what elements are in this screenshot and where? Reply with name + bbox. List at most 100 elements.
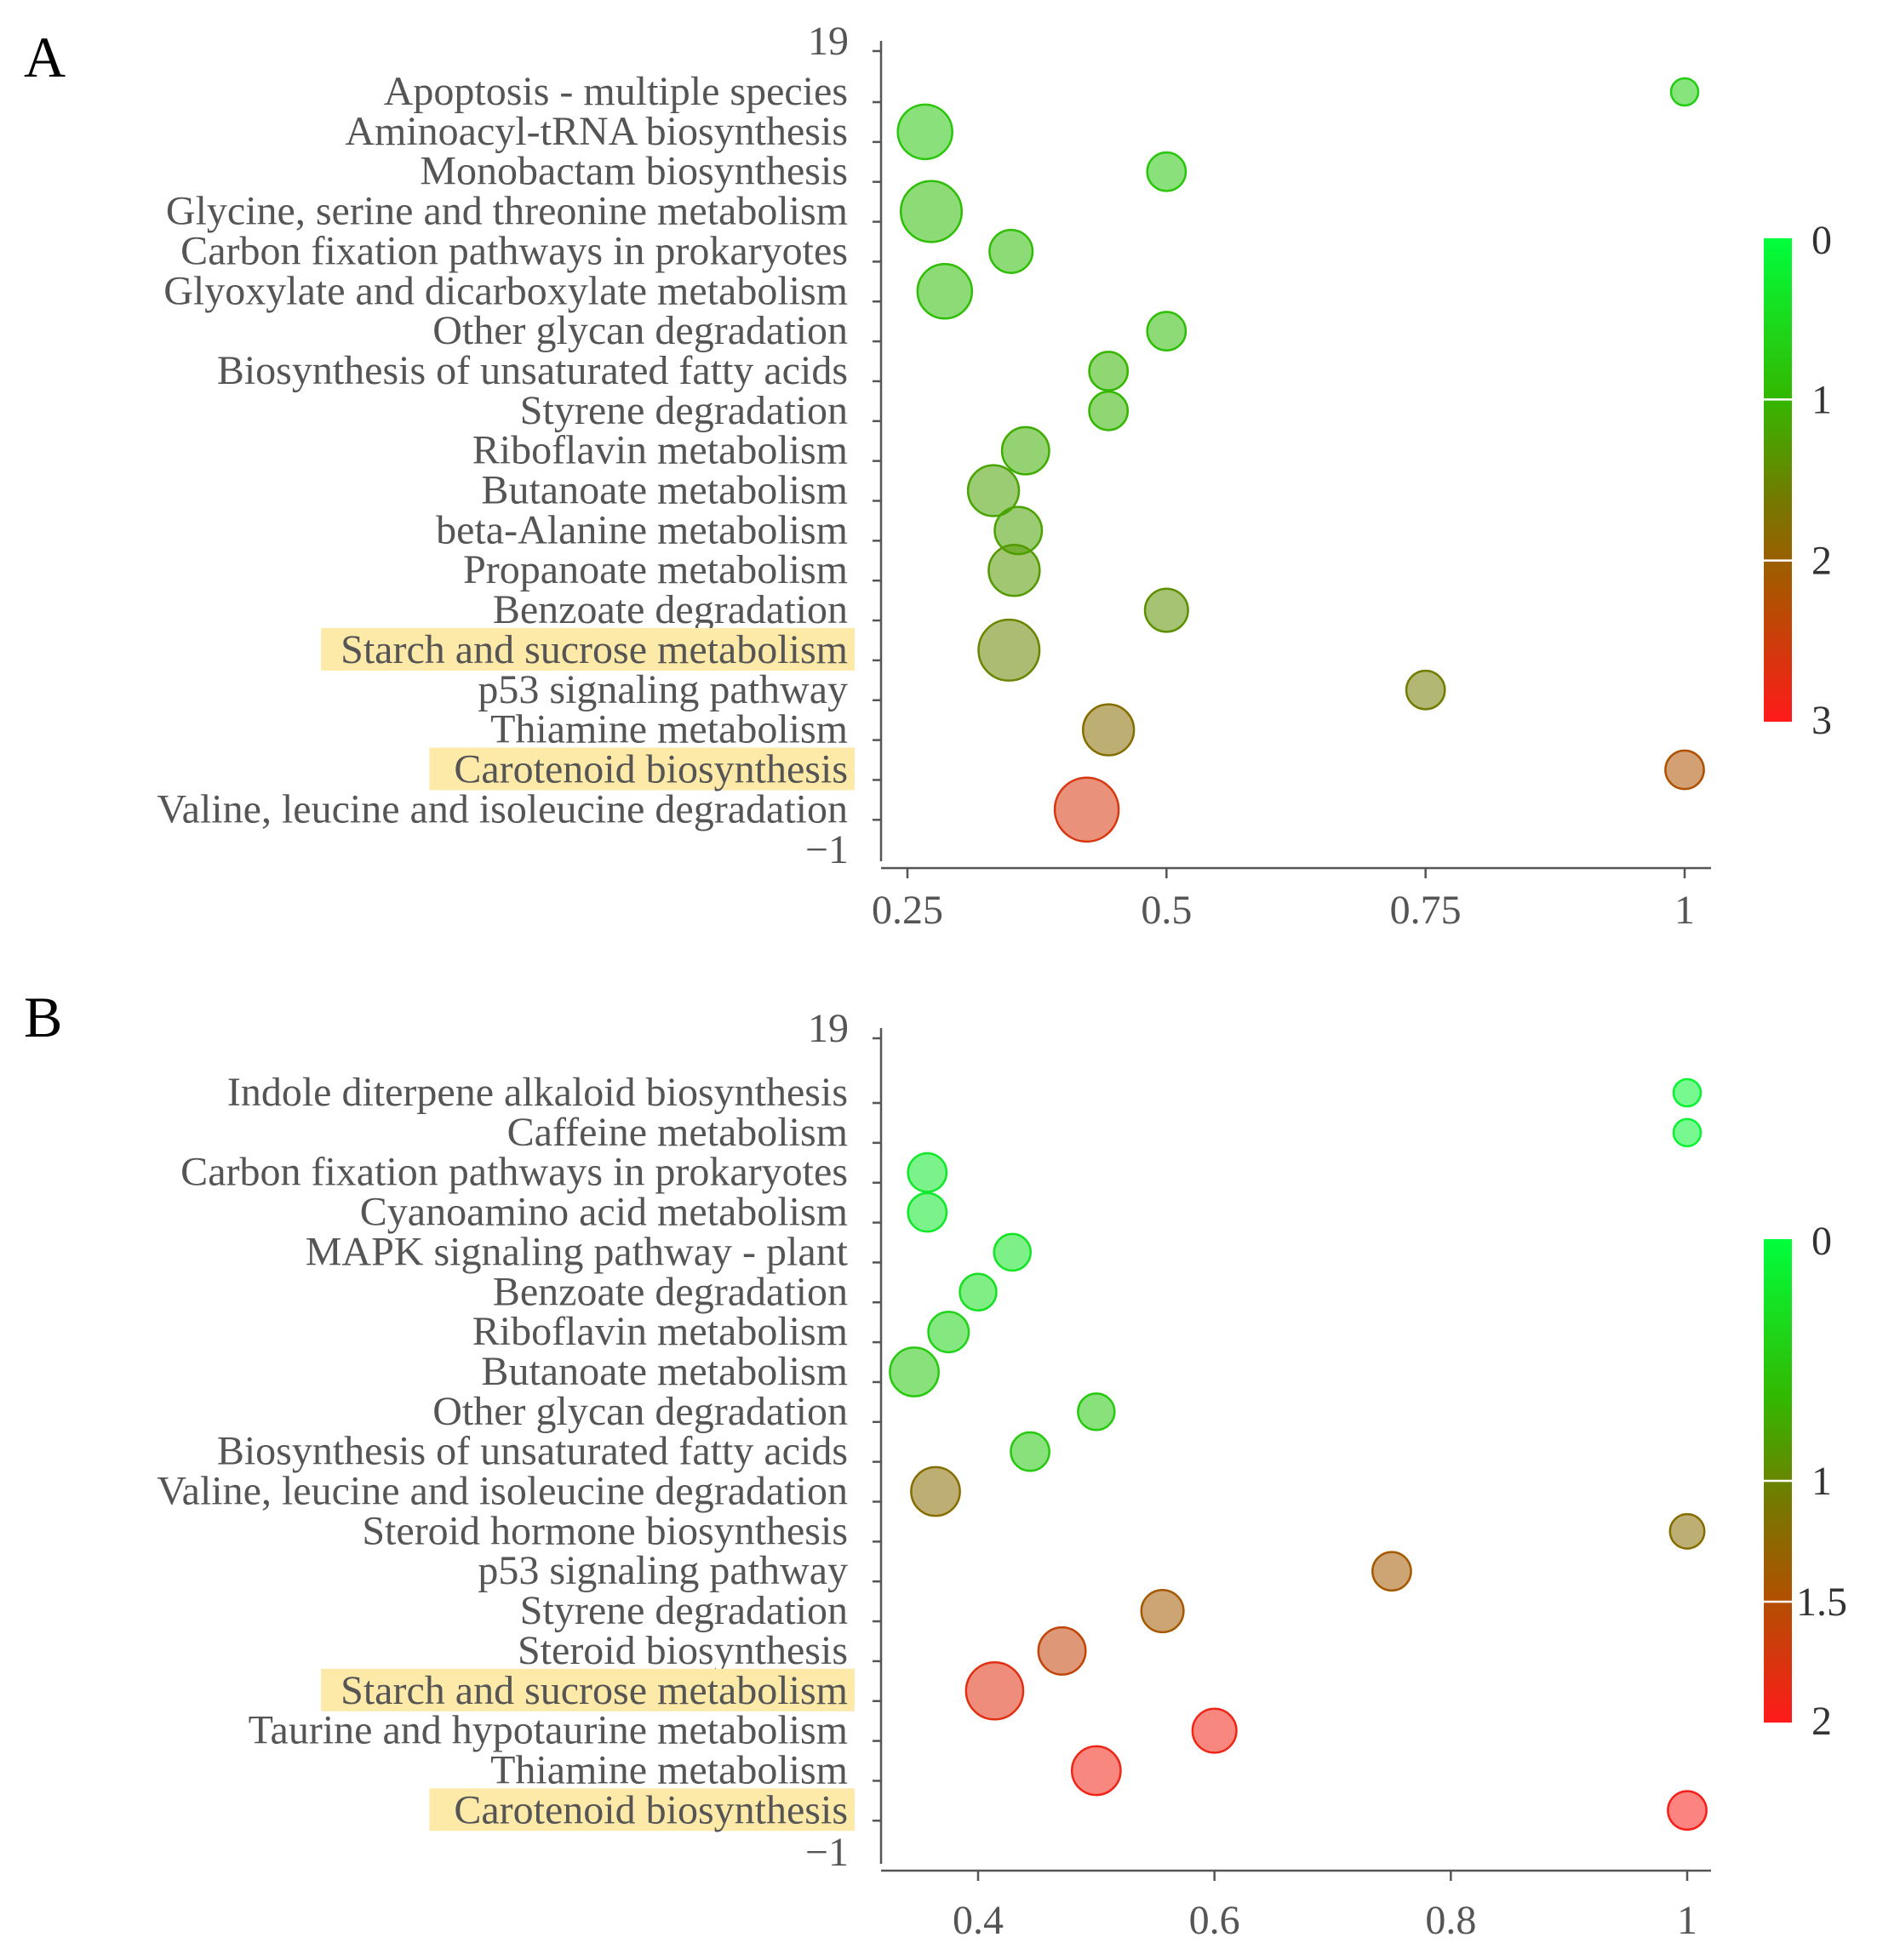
bubble-point — [1672, 1077, 1703, 1108]
category-label: Carbon fixation pathways in prokaryotes — [180, 228, 848, 273]
bubble-point — [1070, 1745, 1122, 1797]
bubble-point — [964, 1660, 1025, 1721]
bubble-point — [1146, 311, 1188, 351]
bubble-point — [1081, 703, 1136, 757]
category-label: Aminoacyl-tRNA biosynthesis — [345, 109, 848, 154]
bubble-point — [1000, 426, 1050, 476]
category-label: Riboflavin metabolism — [472, 428, 848, 473]
bubble-point — [1088, 351, 1130, 391]
category-label: beta-Alanine metabolism — [436, 507, 848, 552]
category-label: Other glycan degradation — [432, 308, 848, 353]
bubble-point — [1405, 669, 1446, 711]
colorbar-tick-label: 3 — [1811, 698, 1832, 743]
y-tick-label-top: 19 — [808, 19, 849, 64]
category-label: Monobactam biosynthesis — [420, 149, 848, 194]
category-label: Carotenoid biosynthesis — [454, 746, 848, 791]
bubble-point — [907, 1191, 948, 1233]
category-label: Valine, leucine and isoleucine degradati… — [157, 786, 848, 831]
bubble-point — [1191, 1707, 1238, 1754]
category-label: Butanoate metabolism — [481, 1349, 848, 1394]
bubble-point — [1672, 1117, 1703, 1148]
bubble-point — [1669, 77, 1700, 107]
category-label: Benzoate degradation — [493, 587, 848, 632]
x-tick-label: 1 — [1677, 1898, 1697, 1943]
x-tick-label: 1 — [1674, 888, 1695, 933]
category-label: Styrene degradation — [520, 1588, 848, 1633]
category-label: Steroid hormone biosynthesis — [362, 1508, 848, 1553]
bubble-point — [1371, 1551, 1412, 1592]
bubble-point — [977, 618, 1041, 682]
bubble-point — [1037, 1626, 1087, 1676]
x-tick-label: 0.75 — [1390, 888, 1462, 933]
highlight-box — [321, 627, 855, 671]
highlight-box — [429, 747, 855, 791]
highlight-box — [429, 1788, 855, 1831]
bubble-point — [1667, 1790, 1708, 1831]
bubble-point — [959, 1272, 998, 1311]
bubble-point — [927, 1311, 970, 1354]
bubble-point — [1668, 1512, 1706, 1550]
bubble-point — [1664, 749, 1705, 791]
category-label: Propanoate metabolism — [463, 547, 848, 592]
category-label: Biosynthesis of unsaturated fatty acids — [217, 348, 848, 393]
panel-b-chart: B 19 −1 Indole diterpene alkaloid biosynthe… — [24, 985, 1847, 1943]
category-label: Glycine, serine and threonine metabolism — [166, 189, 848, 234]
y-tick-label-top: 19 — [808, 1006, 849, 1051]
x-tick-label: 0.25 — [872, 888, 943, 933]
bubble-point — [899, 180, 964, 243]
bubble-point — [1053, 776, 1120, 843]
category-label: MAPK signaling pathway - plant — [306, 1229, 849, 1274]
category-label: p53 signaling pathway — [478, 667, 848, 712]
colorbar-tick-label: 1.5 — [1796, 1580, 1847, 1625]
bubble-point — [1143, 587, 1189, 633]
bubble-point — [916, 263, 974, 320]
panel-a-chart: A 19 −1 Apoptosis - multiple speciesAminoac… — [24, 19, 1832, 933]
bubble-point — [966, 464, 1021, 517]
category-label: Apoptosis - multiple species — [384, 69, 848, 114]
category-label: Taurine and hypotaurine metabolism — [249, 1708, 848, 1753]
x-tick-label: 0.8 — [1425, 1898, 1476, 1943]
category-label: Butanoate metabolism — [481, 468, 848, 513]
category-label: Thiamine metabolism — [490, 1747, 848, 1792]
bubble-point — [988, 228, 1034, 274]
category-label: Caffeine metabolism — [507, 1110, 848, 1155]
category-label: Glyoxylate and dicarboxylate metabolism — [163, 268, 848, 313]
colorbar-tick-label: 0 — [1811, 218, 1832, 263]
colorbar-tick-label: 2 — [1811, 1699, 1832, 1744]
bubble-point — [907, 1151, 948, 1193]
category-label: Starch and sucrose metabolism — [341, 627, 848, 672]
highlight-box — [321, 1668, 855, 1711]
colorbar-tick-label: 1 — [1811, 377, 1832, 422]
colorbar-tick-label: 2 — [1811, 539, 1832, 584]
category-label: Carbon fixation pathways in prokaryotes — [180, 1150, 848, 1195]
bubble-point — [1146, 151, 1188, 192]
category-label: Styrene degradation — [520, 388, 848, 433]
bubble-point — [993, 1232, 1032, 1272]
category-label: Cyanoamino acid metabolism — [360, 1190, 848, 1235]
category-label: Biosynthesis of unsaturated fatty acids — [217, 1429, 848, 1474]
x-tick-label: 0.4 — [953, 1898, 1004, 1943]
bubble-point — [1010, 1431, 1050, 1472]
category-label: Benzoate degradation — [493, 1269, 848, 1314]
bubble-point — [987, 544, 1041, 597]
panel-label: B — [24, 985, 62, 1049]
colorbar — [1764, 238, 1792, 722]
bubble-point — [1140, 1589, 1185, 1634]
category-label: Carotenoid biosynthesis — [454, 1787, 848, 1832]
category-label: Indole diterpene alkaloid biosynthesis — [227, 1070, 848, 1115]
x-tick-label: 0.6 — [1189, 1898, 1240, 1943]
category-label: Starch and sucrose metabolism — [341, 1668, 848, 1713]
x-tick-label: 0.5 — [1141, 888, 1192, 933]
y-tick-label-bottom: −1 — [805, 827, 849, 872]
category-label: p53 signaling pathway — [478, 1548, 848, 1593]
bubble-point — [896, 103, 953, 161]
colorbar-tick-label: 1 — [1811, 1459, 1832, 1504]
bubble-point — [910, 1466, 961, 1517]
bubble-point — [889, 1346, 940, 1397]
category-label: Steroid biosynthesis — [518, 1628, 848, 1673]
panel-label: A — [24, 25, 66, 89]
category-label: Thiamine metabolism — [490, 707, 848, 752]
y-tick-label-bottom: −1 — [805, 1830, 849, 1875]
colorbar-tick-label: 0 — [1811, 1219, 1832, 1264]
